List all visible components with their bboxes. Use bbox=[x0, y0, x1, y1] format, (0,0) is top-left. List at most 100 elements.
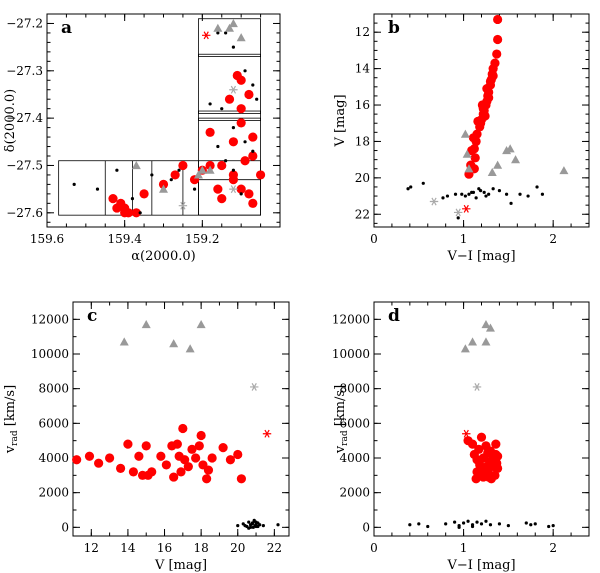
data-point-dot-red bbox=[158, 179, 169, 189]
data-point-dot-black bbox=[518, 192, 522, 196]
x-tick-label: 1 bbox=[460, 232, 468, 246]
data-point-dot-red bbox=[194, 441, 204, 451]
x-tick-label: 14 bbox=[120, 541, 136, 555]
data-point-dot-black bbox=[487, 192, 491, 196]
data-point-triangle-gray bbox=[485, 323, 495, 332]
data-point-dot-red bbox=[169, 472, 179, 482]
data-point-dot-black bbox=[177, 168, 181, 172]
data-point-dot-black bbox=[524, 521, 528, 525]
data-point-dot-red bbox=[205, 160, 215, 171]
panel-label: a bbox=[61, 18, 72, 38]
data-point-dot-red bbox=[467, 439, 478, 449]
data-point-dot-red bbox=[228, 175, 238, 185]
data-point-dot-red bbox=[474, 444, 484, 454]
y-tick-label: −27.2 bbox=[6, 16, 43, 30]
data-point-dot-black bbox=[444, 522, 448, 526]
data-point-dot-black bbox=[247, 520, 251, 524]
data-point-dot-red bbox=[84, 451, 95, 461]
data-point-dot-red bbox=[480, 111, 490, 121]
x-axis-label: V−I [mag] bbox=[446, 249, 515, 264]
data-point-dot-black bbox=[208, 102, 212, 106]
data-point-dot-red bbox=[178, 160, 188, 171]
x-tick-label: 12 bbox=[84, 541, 99, 555]
data-point-dot-red bbox=[244, 189, 254, 199]
y-tick-label: 8000 bbox=[38, 382, 69, 396]
y-tick-label: 10000 bbox=[332, 347, 370, 361]
y-tick-label: −27.6 bbox=[6, 206, 43, 220]
data-point-triangle-gray bbox=[228, 18, 238, 28]
data-point-triangle-gray bbox=[493, 160, 503, 169]
x-axis-label: V [mag] bbox=[154, 558, 207, 573]
data-point-dot-red bbox=[139, 189, 149, 199]
data-point-dot-red bbox=[248, 198, 258, 208]
data-point-dot-black bbox=[426, 524, 430, 529]
data-point-dot-red bbox=[180, 455, 190, 465]
data-point-dot-black bbox=[504, 192, 509, 196]
data-point-dot-black bbox=[216, 144, 220, 149]
y-tick-label: 2000 bbox=[38, 486, 69, 500]
data-point-dot-red bbox=[217, 194, 227, 204]
data-point-dot-black bbox=[243, 140, 247, 144]
x-tick-label: 159.2 bbox=[185, 232, 219, 246]
x-axis-label: V−I [mag] bbox=[446, 558, 515, 573]
data-point-dot-black bbox=[506, 524, 510, 528]
data-point-triangle-gray bbox=[141, 320, 151, 329]
data-point-dot-red bbox=[207, 453, 217, 463]
y-axis-label: vrad [km/s] bbox=[3, 385, 20, 454]
data-point-dot-red bbox=[187, 444, 197, 454]
y-axis-label: V [mag] bbox=[333, 94, 348, 147]
x-tick-label: 159.4 bbox=[107, 232, 142, 246]
data-point-dot-black bbox=[475, 520, 479, 524]
data-point-star-gray bbox=[229, 185, 238, 194]
data-point-triangle-gray bbox=[159, 184, 168, 193]
data-point-dot-red bbox=[108, 194, 118, 204]
data-point-dot-black bbox=[220, 107, 224, 111]
data-point-dot-black bbox=[224, 31, 228, 35]
panel-label: d bbox=[388, 306, 400, 326]
y-tick-label: 8000 bbox=[339, 382, 370, 396]
data-point-triangle-gray bbox=[185, 344, 195, 353]
data-point-triangle-gray bbox=[559, 166, 569, 175]
data-point-dot-red bbox=[217, 160, 227, 171]
data-point-dot-red bbox=[483, 467, 493, 477]
data-point-dot-red bbox=[203, 465, 214, 475]
data-point-triangle-gray bbox=[460, 129, 470, 138]
data-point-star-red bbox=[462, 204, 471, 213]
data-point-dot-black bbox=[243, 524, 247, 528]
data-point-dot-red bbox=[467, 145, 477, 156]
data-point-dot-black bbox=[224, 159, 228, 163]
data-point-dot-black bbox=[463, 194, 467, 198]
data-point-dot-black bbox=[470, 190, 474, 195]
data-point-dot-red bbox=[484, 93, 494, 103]
x-tick-label: 16 bbox=[157, 541, 172, 555]
data-point-dot-black bbox=[251, 83, 255, 87]
data-point-triangle-gray bbox=[119, 337, 129, 346]
data-point-dot-black bbox=[484, 519, 488, 523]
data-point-dot-black bbox=[460, 192, 464, 196]
data-point-dot-red bbox=[491, 439, 501, 449]
y-tick-label: −27.4 bbox=[6, 111, 43, 125]
data-point-dot-red bbox=[161, 460, 171, 470]
data-point-star-gray bbox=[250, 382, 259, 391]
data-point-dot-black bbox=[231, 45, 235, 49]
x-tick-label: 2 bbox=[549, 541, 557, 555]
y-tick-label: 12000 bbox=[31, 312, 69, 326]
x-tick-label: 2 bbox=[549, 232, 557, 246]
x-tick-label: 0 bbox=[370, 232, 378, 246]
data-point-star-gray bbox=[178, 201, 188, 210]
data-point-dot-red bbox=[482, 84, 492, 94]
y-tick-label: 0 bbox=[362, 520, 370, 534]
data-point-dot-black bbox=[256, 521, 260, 525]
data-point-dot-red bbox=[476, 118, 486, 128]
data-point-dot-black bbox=[239, 192, 243, 196]
data-point-dot-red bbox=[143, 470, 153, 480]
data-point-dot-black bbox=[445, 194, 450, 198]
data-point-dot-black bbox=[216, 31, 220, 35]
plot-frame bbox=[72, 301, 290, 537]
data-point-dot-black bbox=[72, 182, 76, 186]
data-point-dot-red bbox=[94, 458, 104, 468]
data-point-dot-red bbox=[492, 49, 502, 59]
data-point-dot-black bbox=[243, 69, 247, 73]
data-point-dot-black bbox=[251, 149, 255, 153]
